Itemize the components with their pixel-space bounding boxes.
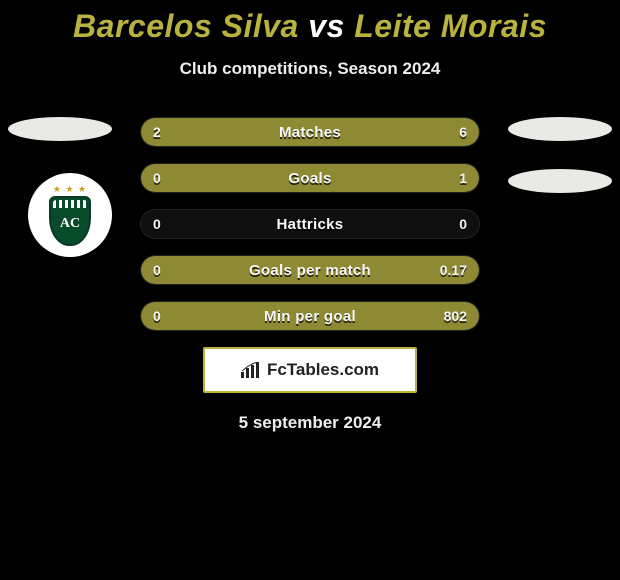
stat-label: Min per goal [141, 302, 479, 330]
vs-separator: vs [308, 8, 345, 44]
stage: ★ ★ ★ AC 26Matches 01Goals 00Hattricks 00.1… [0, 117, 620, 433]
club-crest: ★ ★ ★ AC [28, 173, 112, 257]
stat-label: Hattricks [141, 210, 479, 238]
crest-monogram: AC [60, 216, 80, 232]
placeholder-ellipse-left [8, 117, 112, 141]
crest-shield-icon: AC [49, 196, 91, 246]
stat-label: Matches [141, 118, 479, 146]
brand-chart-icon [241, 362, 261, 378]
placeholder-ellipse-right1 [508, 117, 612, 141]
date-text: 5 september 2024 [0, 413, 620, 433]
stat-label: Goals [141, 164, 479, 192]
player1-name: Barcelos Silva [73, 8, 299, 44]
player2-name: Leite Morais [354, 8, 547, 44]
crest-stars-icon: ★ ★ ★ [53, 184, 87, 195]
stat-label: Goals per match [141, 256, 479, 284]
subtitle: Club competitions, Season 2024 [0, 59, 620, 79]
brand-box: FcTables.com [203, 347, 417, 393]
stat-bar: 00Hattricks [140, 209, 480, 239]
comparison-title: Barcelos Silva vs Leite Morais [0, 0, 620, 45]
stat-bar: 01Goals [140, 163, 480, 193]
stat-bar: 0802Min per goal [140, 301, 480, 331]
stat-bar: 26Matches [140, 117, 480, 147]
stat-bars: 26Matches 01Goals 00Hattricks 00.17Goals pe… [140, 117, 480, 331]
stat-bar: 00.17Goals per match [140, 255, 480, 285]
brand-text: FcTables.com [267, 360, 379, 380]
placeholder-ellipse-right2 [508, 169, 612, 193]
